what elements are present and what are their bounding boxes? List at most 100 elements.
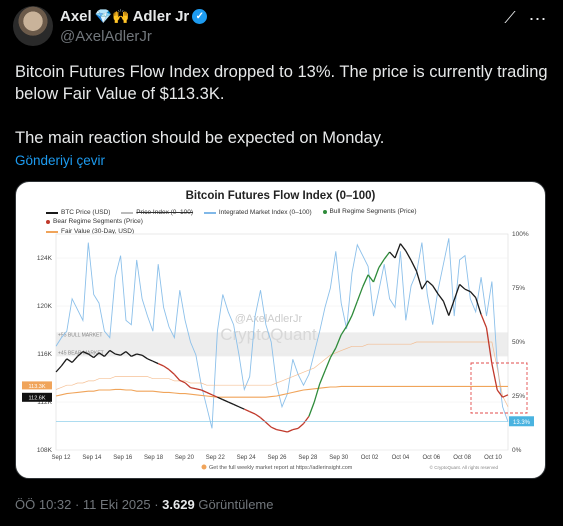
y-tick-label-right: 25% [512,393,525,400]
highlight-box [470,362,528,414]
translate-link[interactable]: Gönderiyi çevir [15,153,106,168]
price-segment [98,352,105,357]
current-price-tag-label: 112.6K [28,395,45,401]
x-tick-label: Sep 14 [82,455,102,461]
current-price-tag [22,392,52,402]
price-segment [206,391,213,396]
x-tick-label: Sep 24 [237,455,257,461]
x-tick-label: Sep 28 [298,455,318,461]
legend-item: Fair Value (30-Day, USD) [46,227,134,236]
legend-item: Bull Regime Segments (Price) [322,207,417,216]
price-segment [55,365,62,373]
price-segment [87,353,95,359]
tweet-paragraph-1: Bitcoin Futures Flow Index dropped to 13… [15,63,548,103]
price-segment [367,274,374,283]
price-segment [125,351,132,357]
report-note: Get the full weekly market report at htt… [209,465,353,471]
price-segment [319,370,326,385]
price-segment [222,399,229,403]
author-name[interactable]: Axel 💎🙌 Adler Jr ✓ [60,8,208,25]
price-segment [383,251,391,260]
tweet-time[interactable]: ÖÖ 10:32 · 11 Eki 2025 · [15,497,163,512]
fair-value-line [55,385,508,398]
price-segment [93,352,100,359]
price-segment [217,396,224,401]
price-segment [147,358,154,362]
price-segment [297,423,304,429]
price-segment [249,411,256,415]
price-segment [115,353,121,356]
price-segment [281,430,288,433]
price-segment [453,284,461,301]
price-segment [475,297,482,315]
author-handle[interactable]: @AxelAdlerJr [60,28,152,45]
tweet-text: Bitcoin Futures Flow Index dropped to 13… [15,61,550,149]
y-tick-label-left: 124K [37,255,53,262]
price-segment [340,326,348,336]
price-segment [491,363,498,391]
x-tick-label: Sep 22 [206,455,226,461]
price-segment [421,280,428,290]
tweet-meta: ÖÖ 10:32 · 11 Eki 2025 · 3.629 Görüntüle… [15,497,273,512]
price-segment [195,388,202,391]
price-segment [502,394,509,398]
price-segment [496,389,504,398]
legend-item: BTC Price (USD) [46,208,110,217]
index-tag [509,416,534,427]
credit-note: © CryptoQuant. All rights reserved [430,464,499,470]
price-segment [190,386,197,390]
price-segment [351,300,358,316]
y-tick-label-left: 112K [37,399,52,406]
price-segment [372,267,380,283]
legend-item: Price Index (0–100) [121,208,193,217]
price-segment [389,251,396,259]
y-tick-label-left: 116K [37,351,52,358]
price-segment [270,426,277,431]
avatar[interactable] [13,6,53,46]
price-segment [60,358,68,367]
y-tick-label-left: 120K [37,303,53,310]
y-tick-label-right: 100% [512,231,529,238]
price-segment [313,383,321,403]
more-icon[interactable]: ⋯ [528,9,548,29]
x-tick-label: Oct 06 [422,455,440,461]
y-tick-label-right: 0% [512,447,522,454]
price-segment [152,360,159,365]
price-segment [345,315,353,327]
x-tick-label: Oct 10 [484,455,502,461]
author-first-name: Axel [60,8,92,25]
legend-item: Bear Regime Segments (Price) [46,217,143,226]
price-segment [459,283,466,290]
grok-icon[interactable]: ⟋ [504,10,516,27]
y-tick-label-left: 108K [37,447,53,454]
chart-image[interactable]: Bitcoin Futures Flow Index (0–100) BTC P… [15,181,546,479]
price-segment [448,299,455,316]
price-segment [410,260,418,272]
fair-value-index-line [55,341,509,407]
price-segment [485,327,493,364]
price-segment [173,373,181,381]
price-segment [287,429,294,433]
watermark: @AxelAdlerJr [235,313,303,325]
price-segment [405,250,412,261]
fair-value-tag-label: 113.3K [28,384,45,390]
price-segment [464,288,471,293]
index-line [55,238,509,429]
price-segment [211,394,218,398]
price-segment [394,243,401,259]
price-segment [276,428,283,432]
price-segment [179,379,186,384]
x-tick-label: Oct 04 [392,455,410,461]
x-tick-label: Sep 16 [113,455,133,461]
index-tag-label: 13.3% [513,420,531,426]
price-segment [157,363,164,367]
view-count: 3.629 [162,497,195,512]
price-segment [432,285,439,295]
price-segment [362,274,369,288]
price-segment [201,389,207,393]
price-segment [131,353,137,357]
price-segment [103,349,111,357]
price-segment [109,349,116,355]
price-segment [227,401,234,405]
price-segment [442,300,450,316]
